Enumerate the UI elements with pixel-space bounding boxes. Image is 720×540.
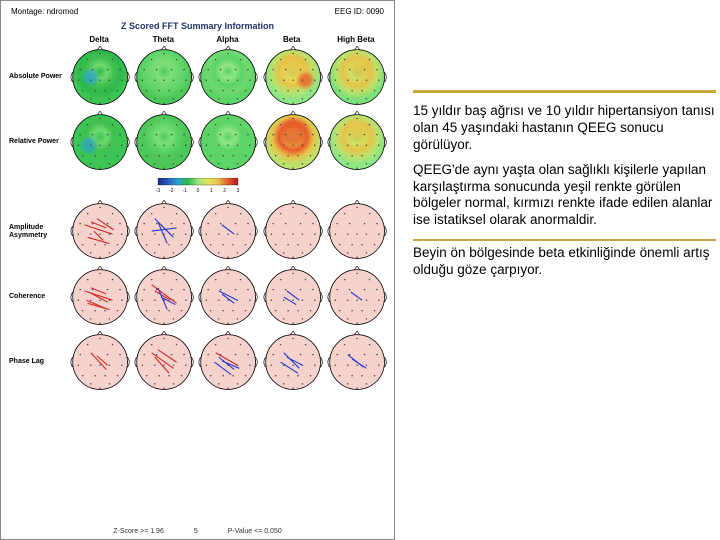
topomap-head xyxy=(197,111,259,173)
colorbar-inline: -3 -2 -1 0 1 2 3 xyxy=(153,178,243,194)
paragraph-2: QEEG'de aynı yaşta olan sağlıklı kişiler… xyxy=(413,162,716,230)
topomap-head xyxy=(326,46,388,108)
topomap-row: Coherence xyxy=(7,266,388,328)
row-label: Phase Lag xyxy=(7,358,67,366)
row-label: Coherence xyxy=(7,293,67,301)
page-number: 5 xyxy=(194,528,198,535)
topomap-head xyxy=(262,111,324,173)
svg-text:-1: -1 xyxy=(182,188,187,194)
figure-header: Montage: ndromod EEG ID: 0090 xyxy=(7,5,388,18)
topomap-head xyxy=(69,111,131,173)
svg-text:-3: -3 xyxy=(155,188,160,194)
topomap-head xyxy=(326,266,388,328)
topomap-row: Phase Lag xyxy=(7,331,388,393)
band-label: Delta xyxy=(67,35,131,44)
montage-label: Montage: ndromod xyxy=(11,7,78,16)
svg-text:1: 1 xyxy=(209,188,212,194)
topomap-head xyxy=(262,200,324,262)
topomap-head xyxy=(262,331,324,393)
band-label: High Beta xyxy=(324,35,388,44)
topomap-head xyxy=(326,200,388,262)
topomap-head xyxy=(133,331,195,393)
eeg-id-label: EEG ID: 0090 xyxy=(335,7,384,16)
band-label: Beta xyxy=(260,35,324,44)
topomap-head xyxy=(262,46,324,108)
topomap-head xyxy=(197,200,259,262)
topomap-head xyxy=(69,331,131,393)
description-panel: 15 yıldır baş ağrısı ve 10 yıldır hipert… xyxy=(395,0,720,540)
band-label: Alpha xyxy=(195,35,259,44)
topomap-row: Relative Power xyxy=(7,111,388,173)
figure-title: Z Scored FFT Summary Information xyxy=(7,21,388,31)
pvalue-threshold: P-Value <= 0.050 xyxy=(228,528,282,535)
topomap-head xyxy=(133,46,195,108)
topomap-head xyxy=(197,266,259,328)
topomap-row: Absolute Power xyxy=(7,46,388,108)
svg-text:3: 3 xyxy=(236,188,239,194)
divider-mid xyxy=(413,239,716,241)
svg-text:0: 0 xyxy=(196,188,199,194)
qeeg-figure: Montage: ndromod EEG ID: 0090 Z Scored F… xyxy=(0,0,395,540)
topomap-rows: Absolute Power Relative Power -3 -2 -1 0 1 2 3 Am… xyxy=(7,46,388,526)
figure-footer: Z-Score >= 1.96 5 P-Value <= 0.050 xyxy=(7,528,388,535)
topomap-head xyxy=(326,331,388,393)
row-label: Relative Power xyxy=(7,138,67,146)
band-labels-row: DeltaThetaAlphaBetaHigh Beta xyxy=(7,35,388,44)
topomap-head xyxy=(326,111,388,173)
svg-text:-2: -2 xyxy=(169,188,174,194)
row-label: Amplitude Asymmetry xyxy=(7,224,67,239)
topomap-head xyxy=(69,200,131,262)
divider-top xyxy=(413,90,716,93)
topomap-head xyxy=(197,46,259,108)
row-label: Absolute Power xyxy=(7,73,67,81)
topomap-head xyxy=(69,266,131,328)
svg-text:2: 2 xyxy=(223,188,226,194)
zscore-threshold: Z-Score >= 1.96 xyxy=(113,528,164,535)
topomap-row: Amplitude Asymmetry xyxy=(7,200,388,262)
paragraph-3: Beyin ön bölgesinde beta etkinliğinde ön… xyxy=(413,245,716,279)
topomap-head xyxy=(197,331,259,393)
topomap-head xyxy=(69,46,131,108)
topomap-head xyxy=(133,266,195,328)
topomap-head xyxy=(262,266,324,328)
topomap-head xyxy=(133,111,195,173)
topomap-head xyxy=(133,200,195,262)
band-label: Theta xyxy=(131,35,195,44)
paragraph-1: 15 yıldır baş ağrısı ve 10 yıldır hipert… xyxy=(413,103,716,154)
